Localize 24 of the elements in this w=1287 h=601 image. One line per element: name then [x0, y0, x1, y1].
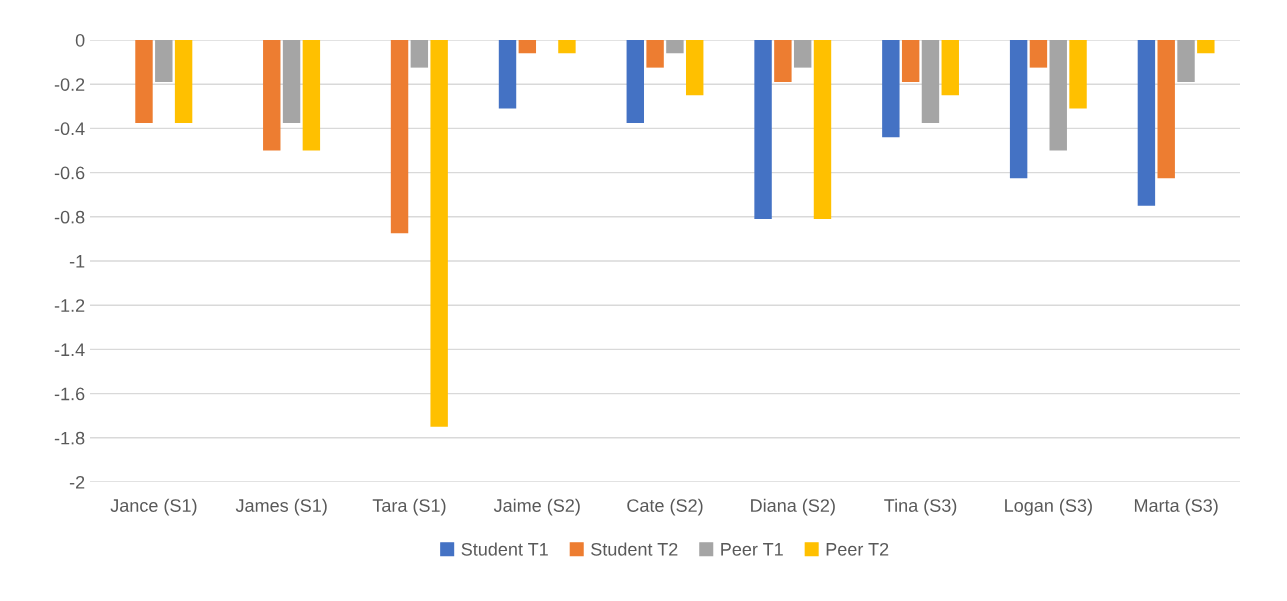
legend-label: Peer T1 [721, 543, 783, 556]
x-tick-label: Logan (S3) [1005, 498, 1092, 516]
y-tick-label: -1 [69, 255, 85, 268]
legend-label: Student T1 [461, 542, 548, 556]
y-tick-label: -0.4 [54, 122, 85, 136]
x-tick-label: Jance (S1) [110, 498, 197, 516]
y-tick-label: -1.4 [54, 343, 85, 356]
legend-label: Peer T2 [826, 542, 889, 556]
y-tick-label: -0.6 [54, 166, 85, 180]
y-tick-label: -0.8 [54, 210, 85, 224]
legend-label: Student T2 [591, 542, 678, 556]
y-tick-label: 0 [75, 33, 85, 47]
x-tick-label: Cate (S2) [627, 498, 703, 516]
y-tick-label: -1.8 [54, 431, 85, 445]
x-tick-label: Tina (S3) [884, 498, 957, 516]
x-tick-label: Tara (S1) [372, 498, 446, 516]
x-tick-label: Diana (S2) [751, 498, 835, 516]
y-tick-label: -1.6 [54, 387, 85, 401]
x-tick-label: James (S1) [235, 498, 327, 516]
x-tick-label: Marta (S3) [1134, 498, 1218, 516]
y-tick-label: -2 [69, 475, 85, 489]
y-tick-label: -1.2 [54, 299, 85, 312]
y-tick-label: -0.2 [54, 78, 85, 91]
x-tick-label: Jaime (S2) [493, 498, 580, 516]
